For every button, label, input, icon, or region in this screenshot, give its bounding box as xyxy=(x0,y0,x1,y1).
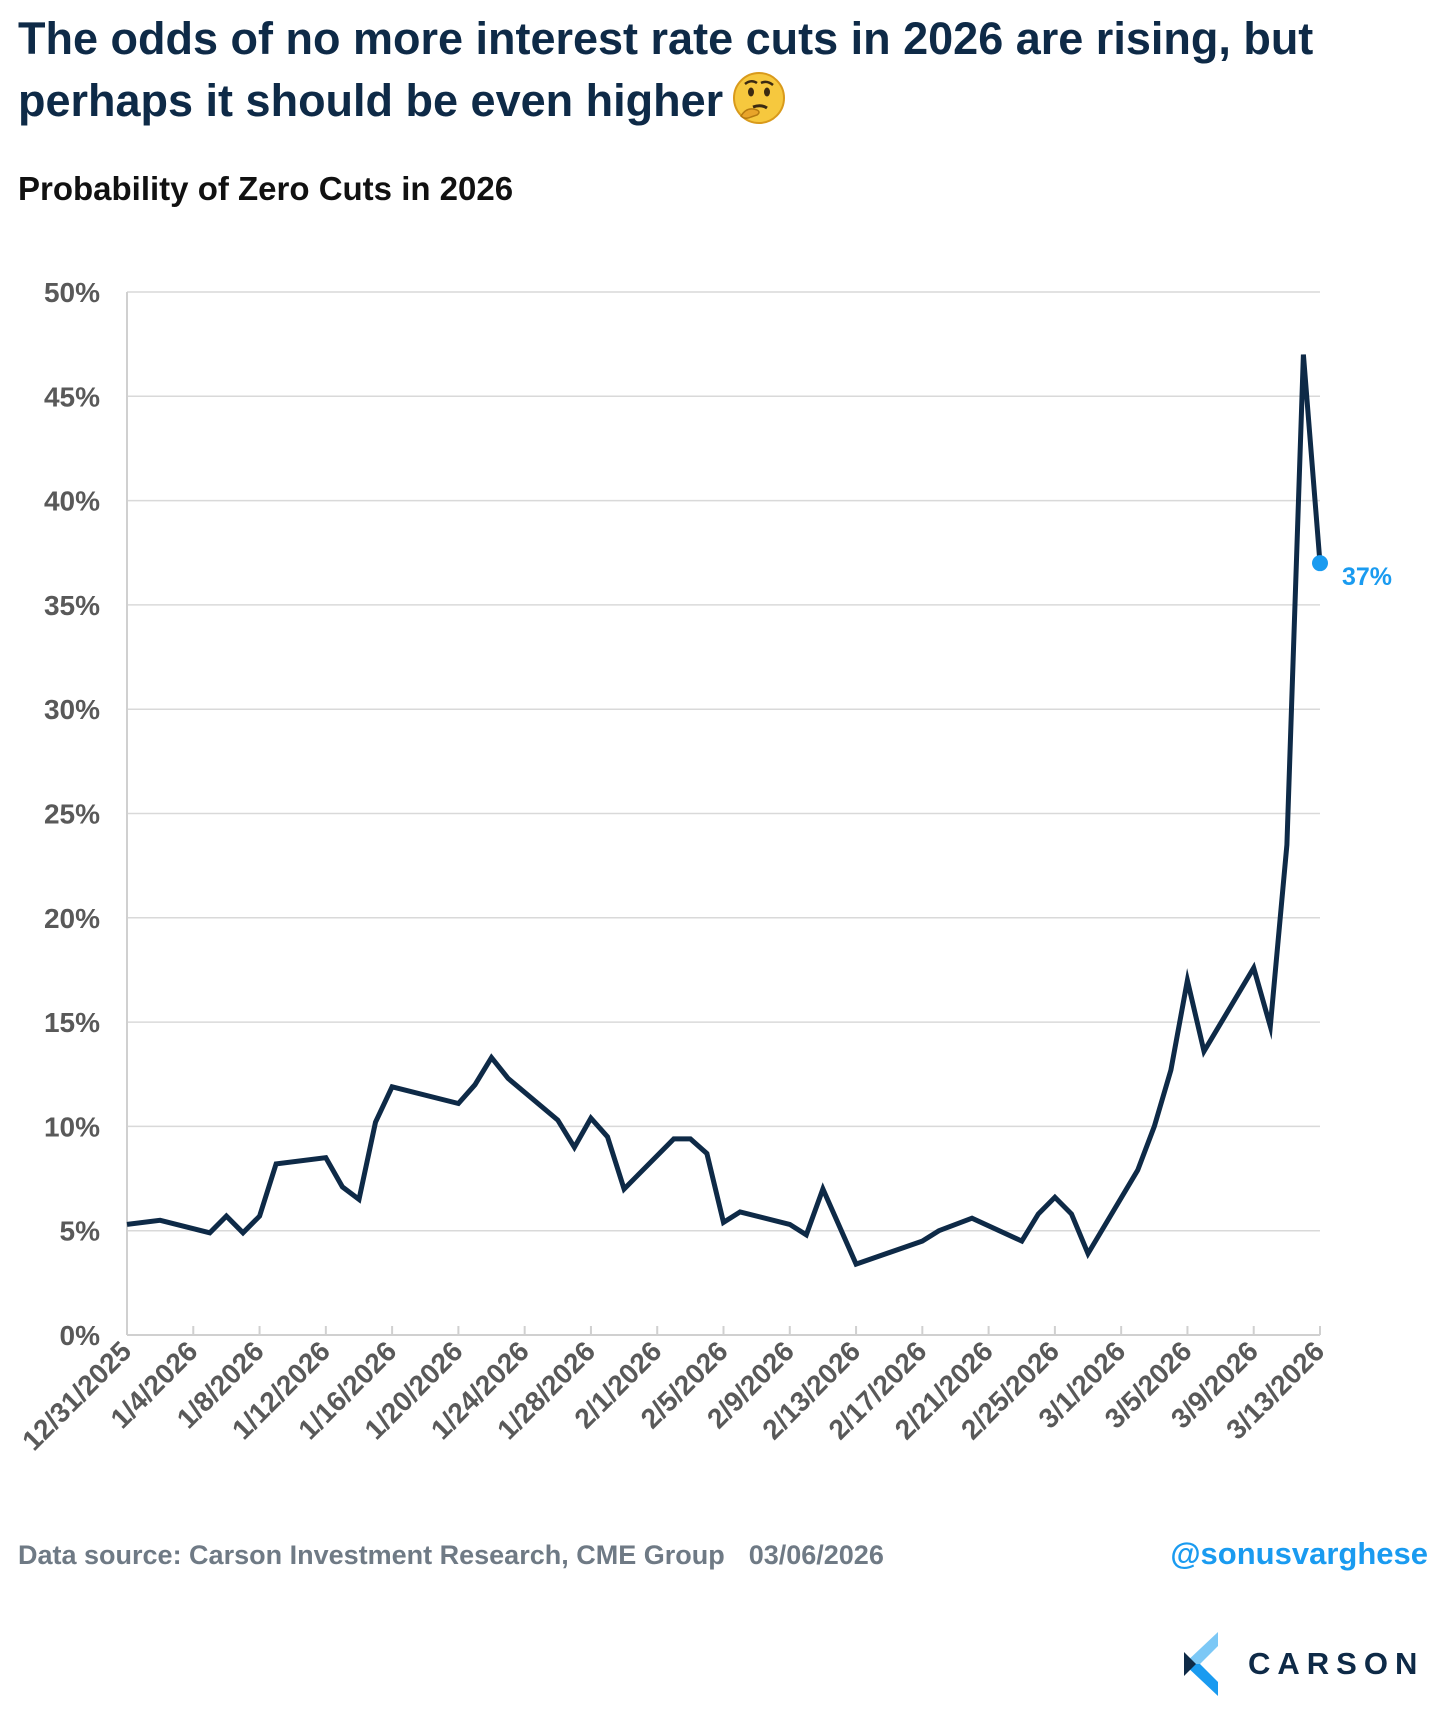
line-chart: 0% 5% 10% 15% 20% 25% 30% 35% 40% 45% 50% 12/31/202… xyxy=(16,277,1392,1456)
series-line xyxy=(126,354,1323,1268)
y-tick-label: 5% xyxy=(60,1216,101,1247)
carson-logo-icon xyxy=(1184,1632,1218,1696)
logo-text: CARSON xyxy=(1248,1646,1425,1681)
y-tick-label: 50% xyxy=(44,277,100,308)
y-tick-label: 40% xyxy=(44,486,100,517)
chart-title: Probability of Zero Cuts in 2026 xyxy=(18,170,514,207)
data-source: Data source: Carson Investment Research,… xyxy=(18,1540,884,1571)
carson-logo: CARSON xyxy=(1180,1632,1424,1696)
y-tick-label: 25% xyxy=(44,799,100,830)
y-tick-label: 15% xyxy=(44,1007,100,1038)
y-tick-label: 30% xyxy=(44,694,100,725)
thinking-face-icon xyxy=(733,72,786,124)
y-tick-label: 0% xyxy=(60,1320,101,1351)
x-tick-label: 12/31/2025 xyxy=(16,1335,137,1456)
y-tick-label: 45% xyxy=(44,381,100,412)
source-text: Data source: Carson Investment Research,… xyxy=(18,1540,725,1570)
author-handle: @sonusvarghese xyxy=(1170,1536,1428,1571)
y-tick-label: 20% xyxy=(44,903,100,934)
headline-text: The odds of no more interest rate cuts i… xyxy=(18,13,1314,126)
last-value-label: 37% xyxy=(1342,563,1392,591)
last-value-marker xyxy=(1312,555,1328,572)
source-date: 03/06/2026 xyxy=(748,1540,884,1570)
headline: The odds of no more interest rate cuts i… xyxy=(18,8,1438,132)
y-tick-label: 10% xyxy=(44,1111,100,1142)
y-tick-label: 35% xyxy=(44,590,100,621)
